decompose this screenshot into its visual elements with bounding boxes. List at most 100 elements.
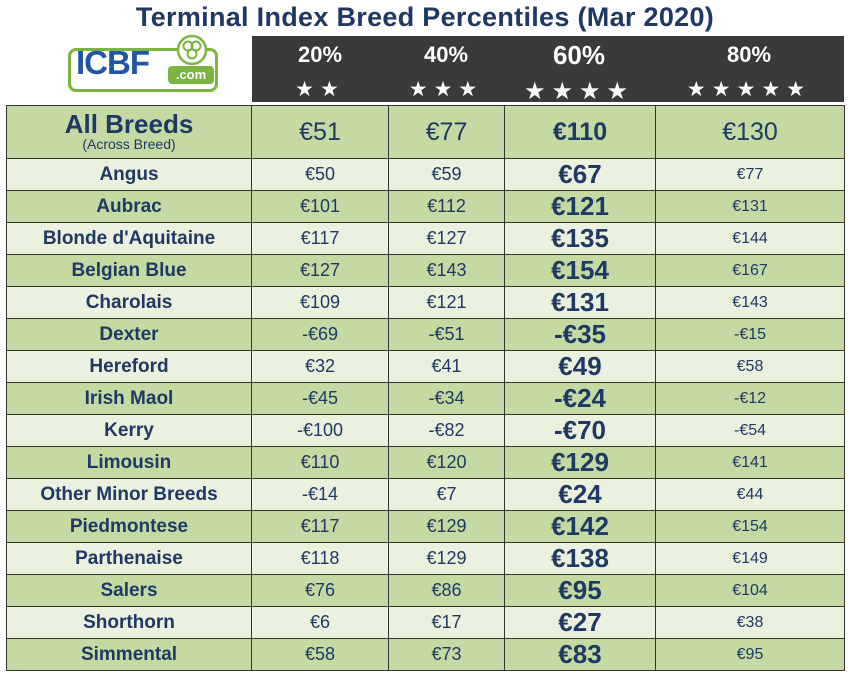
value-20: €117	[251, 222, 389, 255]
table-row: Kerry -€100 -€82 -€70 -€54	[6, 414, 845, 447]
value-80: €167	[655, 254, 845, 287]
table-row: Hereford €32 €41 €49 €58	[6, 350, 845, 383]
table-row: Charolais €109 €121 €131 €143	[6, 286, 845, 319]
value-60: €83	[504, 638, 656, 671]
value-60: €131	[504, 286, 656, 319]
star-rating-icon: ★★★★	[523, 78, 635, 105]
column-header-40: 40% ★★★	[388, 36, 504, 102]
value-40: €41	[388, 350, 505, 383]
value-40: €143	[388, 254, 505, 287]
table-row: Parthenaise €118 €129 €138 €149	[6, 542, 845, 575]
value-80: €95	[655, 638, 845, 671]
value-20: -€69	[251, 318, 389, 351]
value-60: €95	[504, 574, 656, 607]
value-40: €121	[388, 286, 505, 319]
value-80: €38	[655, 606, 845, 639]
value-60: €49	[504, 350, 656, 383]
table-row: Shorthorn €6 €17 €27 €38	[6, 606, 845, 639]
value-20: €51	[251, 105, 389, 159]
value-80: -€15	[655, 318, 845, 351]
breed-name: Belgian Blue	[6, 254, 252, 287]
value-80: -€12	[655, 382, 845, 415]
breed-name: Salers	[6, 574, 252, 607]
star-rating-icon: ★★★	[408, 78, 484, 101]
icbf-logo[interactable]: ICBF .com	[68, 34, 228, 94]
breed-name: All Breeds (Across Breed)	[6, 105, 252, 159]
breed-name: Blonde d'Aquitaine	[6, 222, 252, 255]
value-40: €86	[388, 574, 505, 607]
value-80: €141	[655, 446, 845, 479]
table-row-all-breeds: All Breeds (Across Breed) €51 €77 €110 €…	[6, 105, 845, 159]
table-row: Blonde d'Aquitaine €117 €127 €135 €144	[6, 222, 845, 255]
value-40: -€51	[388, 318, 505, 351]
value-60: €154	[504, 254, 656, 287]
value-40: €59	[388, 158, 505, 191]
value-20: €101	[251, 190, 389, 223]
value-80: €143	[655, 286, 845, 319]
value-40: -€82	[388, 414, 505, 447]
breed-name: Charolais	[6, 286, 252, 319]
logo-text: ICBF	[76, 44, 150, 81]
table-row: Simmental €58 €73 €83 €95	[6, 638, 845, 671]
breed-name: Parthenaise	[6, 542, 252, 575]
value-40: €112	[388, 190, 505, 223]
table-row: Aubrac €101 €112 €121 €131	[6, 190, 845, 223]
breed-name: Dexter	[6, 318, 252, 351]
table-row: Irish Maol -€45 -€34 -€24 -€12	[6, 382, 845, 415]
table-row: Limousin €110 €120 €129 €141	[6, 446, 845, 479]
breed-sublabel: (Across Breed)	[82, 136, 176, 152]
value-40: €127	[388, 222, 505, 255]
value-80: -€54	[655, 414, 845, 447]
table-row: Salers €76 €86 €95 €104	[6, 574, 845, 607]
value-60: €121	[504, 190, 656, 223]
value-80: €149	[655, 542, 845, 575]
value-80: €130	[655, 105, 845, 159]
value-60: €110	[504, 105, 656, 159]
value-80: €77	[655, 158, 845, 191]
value-60: -€35	[504, 318, 656, 351]
value-20: €6	[251, 606, 389, 639]
value-80: €104	[655, 574, 845, 607]
value-40: -€34	[388, 382, 505, 415]
breed-name: Shorthorn	[6, 606, 252, 639]
value-20: -€100	[251, 414, 389, 447]
column-header-20: 20% ★★	[252, 36, 388, 102]
value-20: -€45	[251, 382, 389, 415]
breed-label: All Breeds	[64, 109, 194, 139]
value-60: €138	[504, 542, 656, 575]
value-40: €129	[388, 510, 505, 543]
value-40: €7	[388, 478, 505, 511]
logo-suffix: .com	[168, 66, 214, 84]
breed-name: Angus	[6, 158, 252, 191]
breed-name: Irish Maol	[6, 382, 252, 415]
value-80: €131	[655, 190, 845, 223]
value-20: €118	[251, 542, 389, 575]
value-20: €58	[251, 638, 389, 671]
value-20: €76	[251, 574, 389, 607]
value-60: -€70	[504, 414, 656, 447]
value-20: €127	[251, 254, 389, 287]
breed-name: Piedmontese	[6, 510, 252, 543]
value-80: €58	[655, 350, 845, 383]
value-60: -€24	[504, 382, 656, 415]
value-40: €129	[388, 542, 505, 575]
value-40: €120	[388, 446, 505, 479]
table-row: Other Minor Breeds -€14 €7 €24 €44	[6, 478, 845, 511]
value-60: €27	[504, 606, 656, 639]
page-title: Terminal Index Breed Percentiles (Mar 20…	[135, 2, 715, 32]
value-20: -€14	[251, 478, 389, 511]
value-20: €109	[251, 286, 389, 319]
table-row: Dexter -€69 -€51 -€35 -€15	[6, 318, 845, 351]
value-40: €17	[388, 606, 505, 639]
value-60: €129	[504, 446, 656, 479]
value-40: €77	[388, 105, 505, 159]
table-row: Belgian Blue €127 €143 €154 €167	[6, 254, 845, 287]
breed-name: Simmental	[6, 638, 252, 671]
breed-name: Aubrac	[6, 190, 252, 223]
column-percent: 80%	[726, 42, 772, 67]
column-percent: 40%	[423, 42, 469, 67]
breed-name: Other Minor Breeds	[6, 478, 252, 511]
percentile-table: All Breeds (Across Breed) €51 €77 €110 €…	[6, 105, 845, 671]
column-header-60: 60% ★★★★	[504, 36, 654, 105]
logo-rings-icon	[176, 34, 208, 66]
